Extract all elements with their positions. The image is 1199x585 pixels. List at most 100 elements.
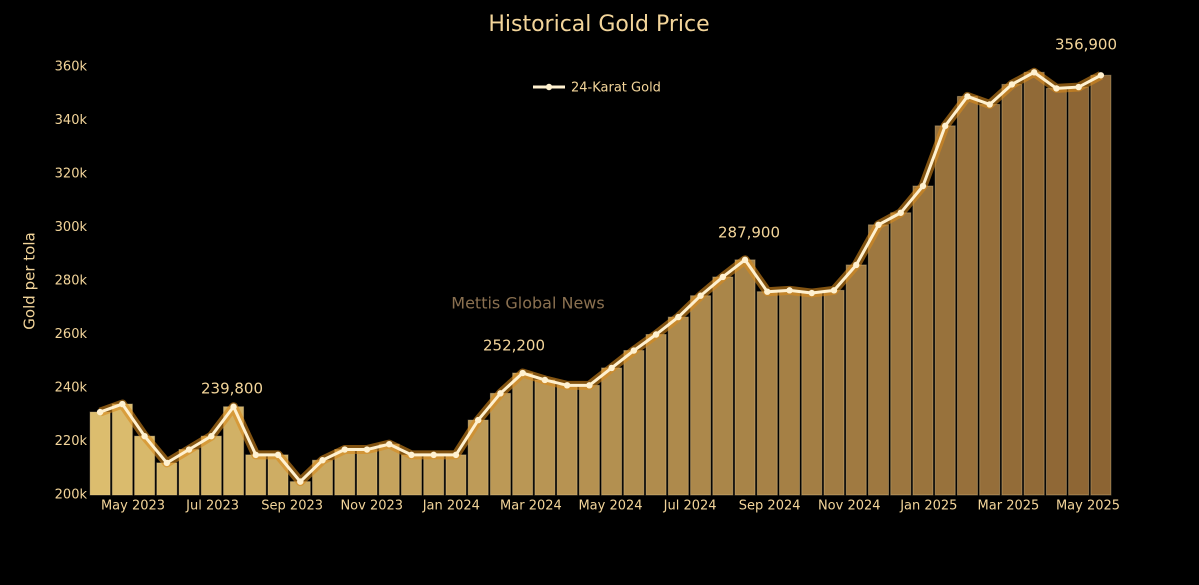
bar xyxy=(912,185,934,496)
y-tick-label: 260k xyxy=(55,327,88,342)
watermark: Mettis Global News xyxy=(451,294,604,313)
annotation: 252,200 xyxy=(483,337,545,355)
point xyxy=(1030,69,1038,76)
point xyxy=(919,182,927,190)
point xyxy=(185,446,193,453)
y-tick-label: 280k xyxy=(55,274,88,289)
y-tick-label: 200k xyxy=(55,488,88,503)
bar xyxy=(601,367,623,496)
y-tick-label: 220k xyxy=(55,434,88,449)
point xyxy=(541,376,549,384)
bar xyxy=(956,95,978,496)
annotation: 287,900 xyxy=(718,224,780,242)
point xyxy=(452,451,460,459)
point xyxy=(208,432,215,440)
x-tick-label: Jul 2024 xyxy=(663,499,717,514)
bar xyxy=(1001,83,1023,496)
x-tick-label: Jan 2025 xyxy=(899,499,957,514)
x-tick-label: Nov 2024 xyxy=(818,499,881,514)
point xyxy=(652,331,660,338)
x-tick-label: Sep 2023 xyxy=(261,499,323,514)
point xyxy=(830,287,838,294)
point xyxy=(875,221,882,229)
bar xyxy=(512,372,534,496)
bar xyxy=(400,454,422,496)
bar xyxy=(556,384,578,496)
point xyxy=(363,446,371,453)
point xyxy=(319,457,326,464)
point xyxy=(853,261,860,269)
bar xyxy=(534,379,556,496)
x-tick-label: Jul 2023 xyxy=(185,499,239,514)
bar xyxy=(156,462,178,496)
bar xyxy=(779,289,801,496)
y-tick-label: 300k xyxy=(55,220,88,235)
point xyxy=(719,273,727,281)
point xyxy=(764,288,771,295)
point xyxy=(519,369,526,377)
bar xyxy=(756,291,778,496)
point xyxy=(408,451,415,459)
point xyxy=(697,292,704,299)
bar xyxy=(623,350,645,496)
y-tick-label: 240k xyxy=(55,381,88,396)
x-tick-label: Mar 2025 xyxy=(978,499,1040,514)
point xyxy=(1008,81,1016,88)
bar xyxy=(867,224,889,496)
y-tick-label: 360k xyxy=(55,60,88,75)
point xyxy=(430,451,437,459)
bar xyxy=(890,212,912,496)
point xyxy=(1053,85,1060,92)
bar xyxy=(979,103,1001,496)
bar xyxy=(734,259,756,496)
y-tick-label: 320k xyxy=(55,167,88,182)
point xyxy=(630,347,638,354)
bar xyxy=(1090,74,1112,496)
point xyxy=(786,287,793,294)
point xyxy=(119,400,126,408)
bar xyxy=(445,454,467,496)
x-tick-label: May 2024 xyxy=(578,499,642,514)
bar xyxy=(934,125,956,496)
bar xyxy=(89,411,111,496)
bar xyxy=(667,316,689,496)
x-tick-label: May 2023 xyxy=(101,499,165,514)
bar xyxy=(845,264,867,496)
point xyxy=(141,432,148,440)
bar xyxy=(645,334,667,496)
annotation: 239,800 xyxy=(201,380,263,398)
point xyxy=(608,364,615,372)
point xyxy=(386,440,393,448)
bar xyxy=(423,454,445,496)
point xyxy=(252,451,259,459)
line xyxy=(99,70,1102,484)
legend-marker xyxy=(545,83,553,91)
bar xyxy=(245,454,267,496)
point xyxy=(474,416,482,424)
point xyxy=(675,313,682,321)
point xyxy=(1097,72,1105,79)
point xyxy=(163,459,171,467)
y-axis-label: Gold per tola xyxy=(21,232,39,329)
bar xyxy=(712,276,734,496)
bar xyxy=(801,292,823,496)
bar xyxy=(690,295,712,496)
point xyxy=(808,289,815,297)
bar xyxy=(1023,71,1045,496)
x-tick-label: May 2025 xyxy=(1056,499,1120,514)
point xyxy=(230,403,237,410)
point xyxy=(274,451,282,459)
annotation: 356,900 xyxy=(1055,36,1117,54)
bar xyxy=(578,384,600,496)
x-tick-label: Nov 2023 xyxy=(340,499,403,514)
point xyxy=(897,209,904,216)
y-tick-label: 340k xyxy=(55,113,88,128)
point xyxy=(964,93,971,100)
chart-title: Historical Gold Price xyxy=(488,12,709,37)
point xyxy=(341,446,348,453)
bar xyxy=(1068,86,1090,496)
x-tick-label: Mar 2024 xyxy=(500,499,562,514)
point xyxy=(586,382,593,389)
point xyxy=(96,408,104,416)
